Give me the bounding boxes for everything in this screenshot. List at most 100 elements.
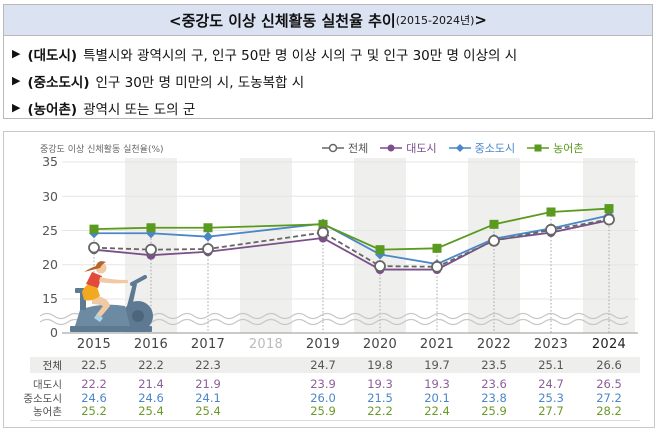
y-tick: 20 [42,257,58,272]
legend-label: 중소도시 [474,142,516,155]
legend-item-total: 전체 [322,140,368,156]
table-cell: 26.0 [310,391,336,405]
table-cell: 22.2 [81,377,107,391]
square-marker-icon [89,224,99,234]
open-circle-marker-icon [431,260,443,273]
square-marker-icon [432,243,442,253]
square-marker-icon [318,219,328,229]
table-cell: 19.3 [424,377,450,391]
diamond-marker-icon [448,144,471,152]
square-marker-icon [489,219,499,229]
title-close: > [474,11,487,29]
x-tick: 2016 [133,337,169,352]
x-tick: 2019 [305,337,341,352]
x-tick: 2022 [476,337,512,352]
table-cell: 25.9 [310,404,336,418]
legend-item-metro: 대도시 [380,140,437,156]
definitions-box: <중강도 이상 신체활동 실천율 추이 (2015-2024년) > ▶ (대도시)… [3,4,653,119]
y-axis-label: 중강도 이상 신체활동 실천율(%) [40,145,164,155]
table-cell: 20.1 [424,391,450,405]
x-tick: 2020 [362,337,398,352]
chart-legend: 전체 대도시 중소도시 농어촌 [322,138,583,158]
table-cell: 25.1 [538,358,564,372]
square-marker-icon [375,245,385,255]
table-divider [30,420,640,421]
x-tick: 2024 [591,337,627,352]
open-circle-marker-icon [145,243,157,256]
open-circle-marker-icon [374,260,386,273]
triangle-bullet-icon: ▶ [12,47,21,60]
open-circle-marker-icon [322,143,344,153]
table-cell: 23.9 [310,377,336,391]
y-tick: 0 [50,325,58,340]
circle-marker-icon [380,144,403,152]
table-cell: 26.6 [596,358,622,372]
table-cell: 21.5 [367,391,393,405]
table-cell: 19.3 [367,377,393,391]
title-main: <중강도 이상 신체활동 실천율 추이 [169,11,396,30]
table-cell: 24.6 [138,391,164,405]
open-circle-marker-icon [603,213,615,226]
table-cell: 23.8 [481,391,507,405]
triangle-bullet-icon: ▶ [12,101,21,114]
square-marker-icon [203,223,213,233]
open-circle-marker-icon [88,241,100,254]
definition-list: ▶ (대도시) 특별시와 광역시의 구, 인구 50만 명 이상 시의 구 및 … [4,36,652,121]
open-circle-marker-icon [488,234,500,247]
table-cell: 25.3 [538,391,564,405]
legend-label: 농어촌 [553,142,584,155]
y-tick: 30 [42,189,58,204]
table-cell: 22.5 [81,358,107,372]
table-row-label: 전체 [42,360,62,372]
series-lines [88,204,615,275]
definition-desc: 광역시 또는 도의 군 [83,101,196,118]
legend-label: 대도시 [406,142,437,155]
table-cell: 27.2 [596,391,622,405]
x-tick: 2018 [248,337,284,352]
definition-desc: 특별시와 광역시의 구, 인구 50만 명 이상 시의 구 및 인구 30만 명… [83,47,518,64]
table-cell: 21.4 [138,377,164,391]
definition-rural: ▶ (농어촌) 광역시 또는 도의 군 [12,94,644,121]
x-tick: 2017 [190,337,226,352]
table-row-label: 농어촌 [33,406,62,418]
definition-metro: ▶ (대도시) 특별시와 광역시의 구, 인구 50만 명 이상 시의 구 및 … [12,40,644,67]
y-tick: 35 [42,154,58,169]
y-tick: 25 [42,223,58,238]
table-cell: 21.9 [195,377,221,391]
table-cell: 19.8 [367,358,393,372]
definition-small-city: ▶ (중소도시) 인구 30만 명 미만의 시, 도농복합 시 [12,67,644,94]
legend-label: 전체 [348,142,369,155]
table-cell: 25.4 [195,404,221,418]
table-cell: 24.7 [310,358,336,372]
exercise-bike-illustration-icon [70,261,153,332]
table-cell: 28.2 [596,404,622,418]
table-cell: 26.5 [596,377,622,391]
triangle-bullet-icon: ▶ [12,74,21,87]
table-cell: 25.4 [138,404,164,418]
definition-term: (농어촌) [27,101,78,118]
table-cell: 19.7 [424,358,450,372]
open-circle-marker-icon [317,226,329,239]
table-cell: 24.1 [195,391,221,405]
legend-item-rural: 농어촌 [527,140,583,156]
table-cell: 25.2 [81,404,107,418]
x-tick: 2023 [533,337,569,352]
title-period: (2015-2024년) [395,14,475,27]
table-cell: 25.9 [481,404,507,418]
square-marker-icon [527,144,550,152]
page-title: <중강도 이상 신체활동 실천율 추이 (2015-2024년) > [4,5,652,36]
legend-item-small-city: 중소도시 [448,140,516,156]
open-circle-marker-icon [202,243,214,255]
table-cell: 24.7 [538,377,564,391]
x-tick: 2021 [419,337,455,352]
definition-term: (중소도시) [27,74,90,91]
square-marker-icon [604,204,614,214]
table-cell: 22.4 [424,404,450,418]
table-cell: 24.6 [81,391,107,405]
table-cell: 27.7 [538,404,564,418]
table-cell: 22.2 [367,404,393,418]
table-row-label: 중소도시 [23,393,62,405]
y-tick: 15 [42,291,58,306]
table-cell: 23.5 [481,358,507,372]
